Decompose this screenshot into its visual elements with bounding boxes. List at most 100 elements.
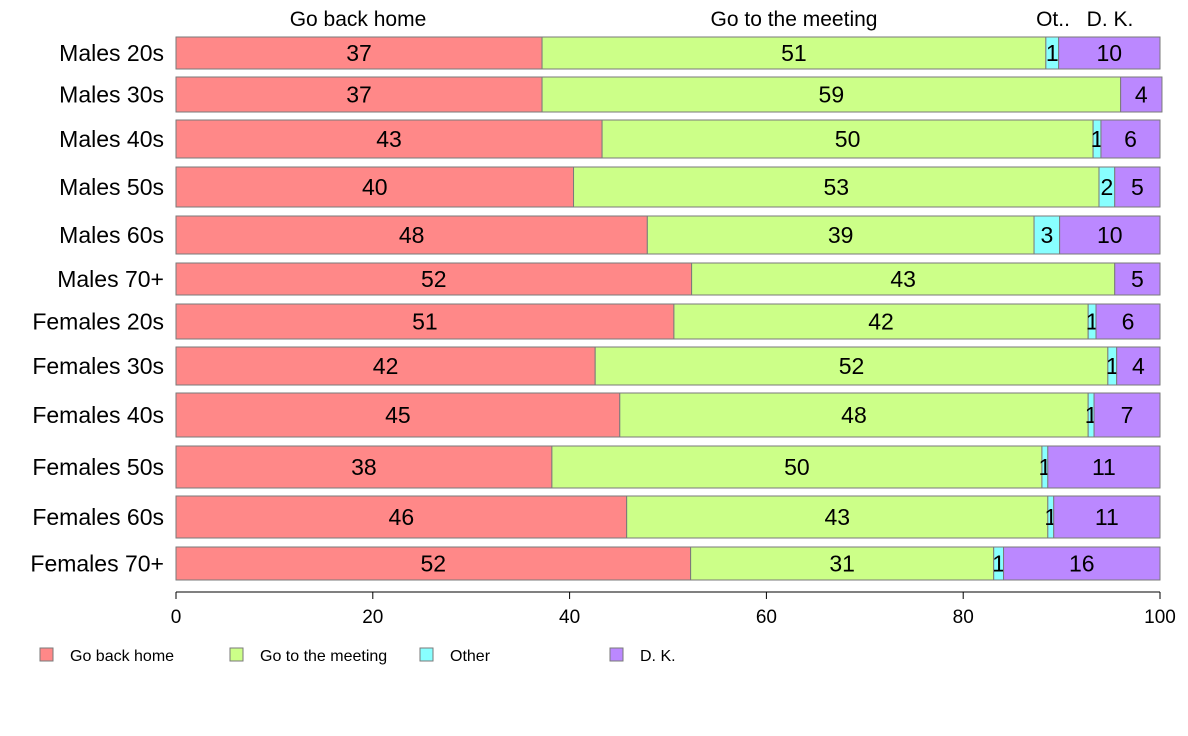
legend-swatch	[419, 647, 434, 662]
data-label: 40	[362, 174, 388, 200]
data-label: 43	[376, 126, 402, 152]
data-label: 3	[1040, 222, 1053, 248]
data-label: 31	[829, 551, 855, 577]
top-series-labels: Go back home Go to the meeting Ot.. D. K.	[290, 8, 1134, 31]
legend-label: Go back home	[70, 648, 174, 665]
category-label: Males 30s	[59, 82, 164, 108]
bar-row: 51 42 1 6	[175, 303, 1161, 340]
bar-segment	[175, 303, 675, 340]
data-label: 52	[839, 353, 865, 379]
bar-segment	[1003, 546, 1161, 581]
data-label: 1	[1106, 353, 1119, 379]
bar-segment	[175, 392, 621, 438]
data-label: 10	[1097, 40, 1123, 66]
category-label: Females 50s	[32, 454, 164, 480]
bar-row: 45 48 1 7	[175, 392, 1161, 438]
legend-item: Go to the meeting	[229, 647, 387, 665]
data-label: 11	[1095, 504, 1119, 530]
legend-label: Go to the meeting	[260, 648, 387, 665]
bar-segment	[175, 445, 553, 489]
data-label: 59	[819, 82, 845, 108]
data-label: 16	[1069, 551, 1095, 577]
category-label: Males 60s	[59, 222, 164, 248]
data-label: 6	[1122, 309, 1135, 335]
legend-item: Other	[419, 647, 491, 665]
bar-row: 42 52 1 4	[175, 346, 1161, 386]
data-label: 53	[823, 174, 849, 200]
category-label: Males 50s	[59, 174, 164, 200]
data-label: 4	[1132, 353, 1145, 379]
data-label: 45	[385, 402, 411, 428]
data-label: 5	[1131, 266, 1144, 292]
data-label: 10	[1097, 222, 1123, 248]
x-tick-label: 100	[1144, 607, 1176, 628]
bar-segment	[619, 392, 1089, 438]
category-label: Females 30s	[32, 353, 164, 379]
bar-segment	[1059, 215, 1161, 255]
data-label: 42	[868, 309, 894, 335]
bar-segment	[1114, 166, 1161, 208]
bar-segment	[626, 495, 1049, 539]
data-label: 50	[835, 126, 861, 152]
bar-segment	[1100, 119, 1161, 159]
bar-segment	[1095, 303, 1161, 340]
bar-segment	[175, 262, 693, 296]
data-label: 48	[399, 222, 425, 248]
bar-segment	[175, 166, 575, 208]
bar-row: 48 39 3 10	[175, 215, 1161, 255]
bar-segment	[175, 546, 692, 581]
bar-segment	[175, 36, 543, 70]
category-label: Females 20s	[32, 309, 164, 335]
top-label: Go to the meeting	[711, 8, 878, 31]
bar-segment	[541, 76, 1122, 113]
bar-segment	[691, 262, 1116, 296]
category-label: Males 70+	[57, 266, 164, 292]
x-tick-label: 60	[756, 607, 777, 628]
data-label: 37	[346, 82, 372, 108]
data-label: 51	[781, 40, 807, 66]
bar-row: 37 59 4	[175, 76, 1163, 113]
bar-row: 40 53 2 5	[175, 166, 1161, 208]
category-labels: Males 20s Males 30s Males 40s Males 50s Male…	[30, 40, 164, 577]
legend-item: Go back home	[39, 647, 174, 665]
data-label: 42	[373, 353, 399, 379]
bar-segment	[541, 36, 1047, 70]
category-label: Females 40s	[32, 402, 164, 428]
bar-row: 52 31 1 16	[175, 546, 1161, 581]
bar-segment	[1120, 76, 1163, 113]
bar-row: 38 50 1 11	[175, 445, 1161, 489]
bar-segment	[1093, 392, 1161, 438]
legend-swatch	[609, 647, 624, 662]
data-label: 11	[1092, 454, 1116, 480]
bar-row: 52 43 5	[175, 262, 1161, 296]
bar-row: 37 51 1 10	[175, 36, 1161, 70]
data-label: 4	[1135, 82, 1148, 108]
bar-row: 43 50 1 6	[175, 119, 1161, 159]
data-label: 38	[351, 454, 377, 480]
data-label: 2	[1100, 174, 1113, 200]
bar-segment	[1114, 262, 1161, 296]
bar-segment	[573, 166, 1100, 208]
bar-segment	[673, 303, 1089, 340]
data-label: 37	[346, 40, 372, 66]
x-tick-label: 80	[953, 607, 974, 628]
data-label: 48	[841, 402, 867, 428]
data-label: 52	[421, 266, 447, 292]
legend-swatch	[229, 647, 244, 662]
data-label: 7	[1121, 402, 1134, 428]
data-label: 1	[1091, 126, 1104, 152]
bar-segment	[1058, 36, 1161, 70]
top-label: Go back home	[290, 8, 427, 31]
legend: Go back home Go to the meeting Other D. K.	[39, 647, 676, 665]
x-tick-label: 20	[362, 607, 383, 628]
x-tick-label: 0	[171, 607, 182, 628]
data-label: 50	[784, 454, 810, 480]
bar-segment	[1033, 215, 1061, 255]
data-label: 6	[1124, 126, 1137, 152]
data-label: 52	[421, 551, 447, 577]
bar-segment	[175, 119, 603, 159]
data-label: 51	[412, 309, 438, 335]
top-label: Ot..	[1036, 8, 1070, 31]
